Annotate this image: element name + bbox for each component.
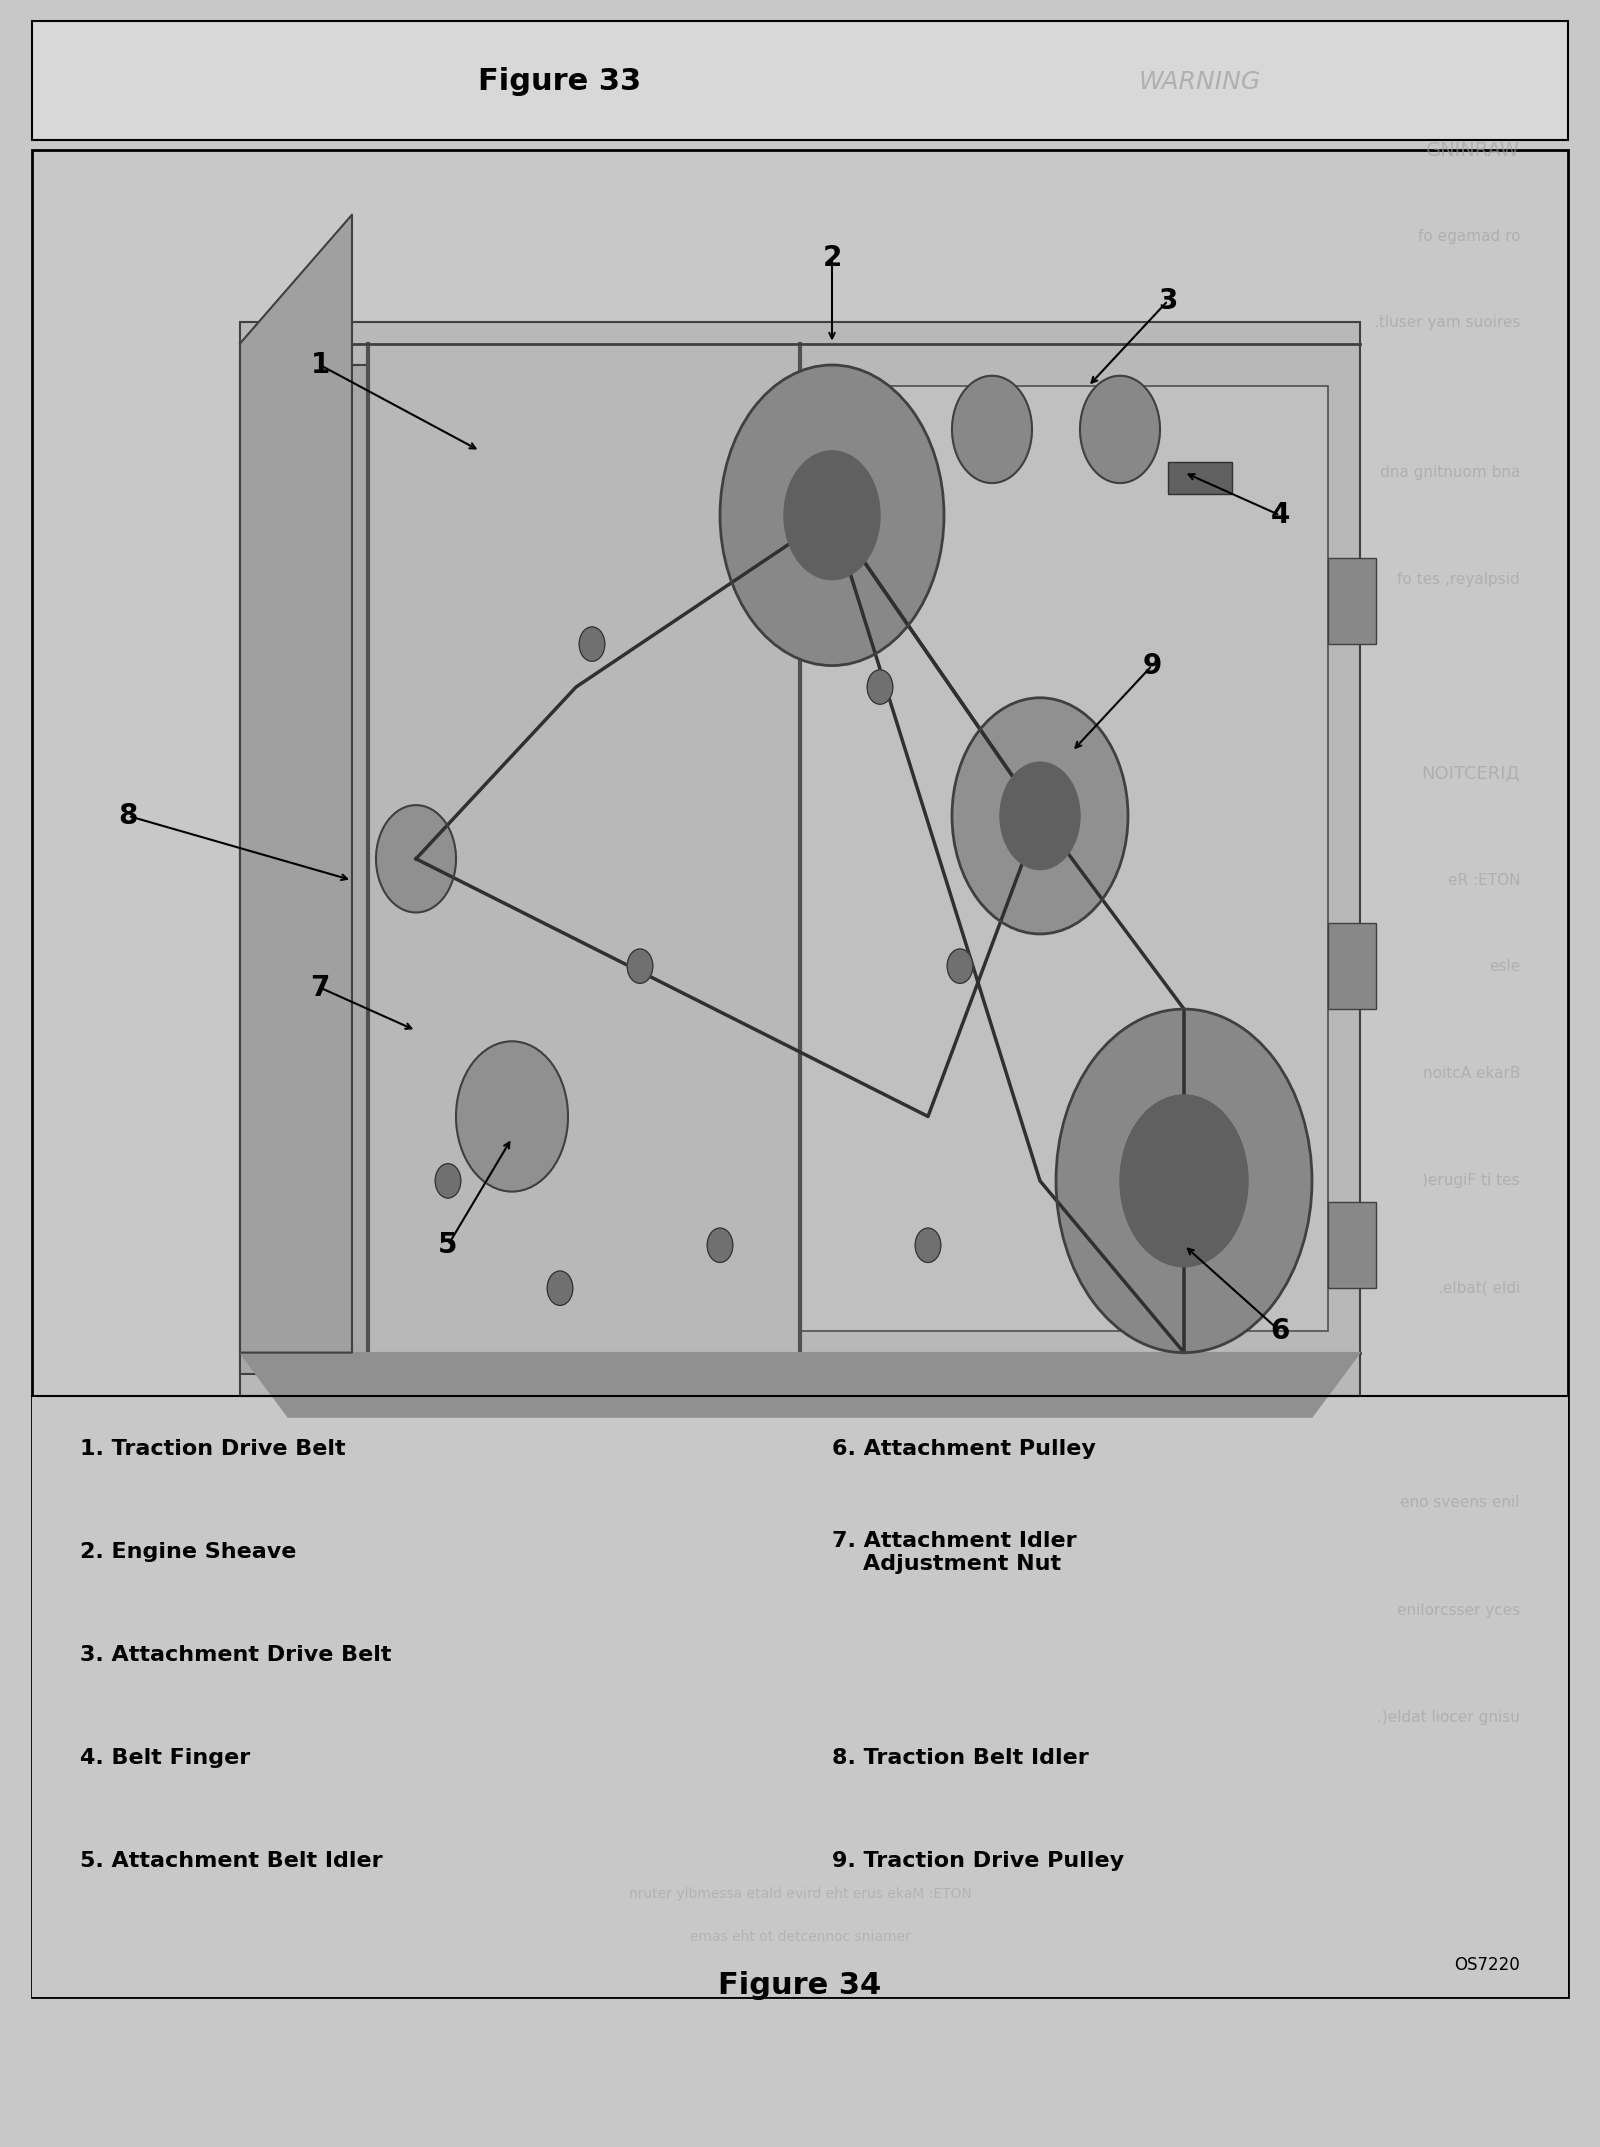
Text: 9: 9 [1142,651,1162,681]
Circle shape [547,1271,573,1305]
Text: )erugiF ti tes: )erugiF ti tes [1422,1174,1520,1187]
Text: 8: 8 [118,801,138,831]
Text: enilorcsser yces: enilorcsser yces [1397,1604,1520,1617]
Circle shape [720,365,944,666]
Text: .)eldat liocer gnisu: .)eldat liocer gnisu [1378,1711,1520,1724]
Text: eR :ETON: eR :ETON [1448,874,1520,887]
Circle shape [707,1228,733,1262]
Bar [240,365,368,1374]
Text: emas eht ot detcennoc sniamer: emas eht ot detcennoc sniamer [690,1930,910,1943]
Polygon shape [240,215,352,1353]
Text: NOITCERIД: NOITCERIД [1421,764,1520,782]
Circle shape [947,949,973,983]
Text: GNINRAW: GNINRAW [1426,142,1520,159]
Circle shape [867,670,893,704]
Text: 4. Belt Finger: 4. Belt Finger [80,1748,250,1769]
Text: Figure 33: Figure 33 [478,67,642,97]
Text: 1: 1 [310,350,330,380]
Circle shape [579,627,605,661]
Bar [1328,923,1376,1009]
Circle shape [952,698,1128,934]
Text: Figure 34: Figure 34 [718,1971,882,2001]
Text: eno sveens enil: eno sveens enil [1400,1496,1520,1509]
Circle shape [376,805,456,912]
Bar [240,322,1360,1396]
Text: .elbat( eldi: .elbat( eldi [1438,1282,1520,1295]
Circle shape [784,451,880,580]
Text: esle: esle [1488,960,1520,973]
Text: .tluser yam suoires: .tluser yam suoires [1374,316,1520,328]
Text: 8. Traction Belt Idler: 8. Traction Belt Idler [832,1748,1088,1769]
Polygon shape [240,1353,1360,1417]
Circle shape [915,1228,941,1262]
Bar [32,1396,1568,1997]
Text: 3. Attachment Drive Belt: 3. Attachment Drive Belt [80,1645,392,1666]
Text: 2. Engine Sheave: 2. Engine Sheave [80,1542,296,1563]
Text: 4: 4 [1270,500,1290,530]
Text: WARNING: WARNING [1139,69,1261,94]
Text: dna gnitnuom bna: dna gnitnuom bna [1379,466,1520,479]
Text: 9. Traction Drive Pulley: 9. Traction Drive Pulley [832,1851,1125,1872]
Text: 6. Attachment Pulley: 6. Attachment Pulley [832,1438,1096,1460]
Circle shape [456,1041,568,1192]
Text: 2: 2 [822,243,842,273]
Text: 7: 7 [310,973,330,1003]
Bar [32,150,1568,1997]
Circle shape [1000,762,1080,870]
Text: fo tes ,reyalpsid: fo tes ,reyalpsid [1397,573,1520,586]
Bar [800,386,1328,1331]
Text: 6: 6 [1270,1316,1290,1346]
Text: 3: 3 [1158,286,1178,316]
Bar [1328,1202,1376,1288]
Text: noitcA ekarB: noitcA ekarB [1422,1067,1520,1080]
Circle shape [1120,1095,1248,1267]
Text: 5. Attachment Belt Idler: 5. Attachment Belt Idler [80,1851,382,1872]
Bar [32,21,1568,140]
Circle shape [1080,376,1160,483]
Text: 7. Attachment Idler
    Adjustment Nut: 7. Attachment Idler Adjustment Nut [832,1531,1077,1574]
Text: 5: 5 [438,1230,458,1260]
Bar [1168,462,1232,494]
Text: OS7220: OS7220 [1454,1956,1520,1973]
Circle shape [627,949,653,983]
Text: fo egamad ro: fo egamad ro [1418,230,1520,243]
Circle shape [1056,1009,1312,1353]
Bar [1328,558,1376,644]
Text: 1. Traction Drive Belt: 1. Traction Drive Belt [80,1438,346,1460]
Circle shape [952,376,1032,483]
Text: nruter ylbmessa etald evird eht erus ekaM :ETON: nruter ylbmessa etald evird eht erus eka… [629,1887,971,1900]
Circle shape [435,1164,461,1198]
